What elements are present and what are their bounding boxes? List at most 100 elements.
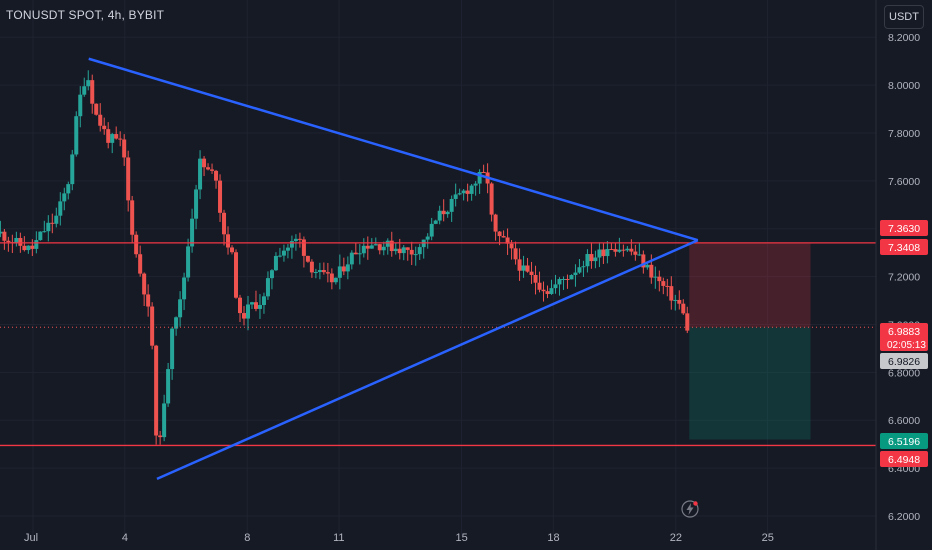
candle [98,103,103,132]
candle-body [54,215,59,224]
candle-body [329,273,334,283]
candle-body [625,248,630,251]
candle [641,250,646,274]
candle [561,276,566,290]
candle [465,183,470,202]
candle [313,268,318,279]
candle-body [385,240,390,247]
candle-body [94,103,99,115]
candle [397,238,402,260]
candle [597,242,602,268]
candle-body [393,248,398,252]
candle [505,228,510,255]
candle-body [437,210,442,221]
price-marker-label: 6.9826 [888,356,920,368]
flash-icon[interactable] [681,500,699,518]
candle-body [313,272,318,274]
candle-body [245,304,250,319]
candle-body [122,139,127,158]
candle [521,255,526,278]
candle [349,250,354,270]
candle [194,184,199,230]
candle [673,294,678,311]
candle-body [202,158,207,168]
candle [325,262,330,283]
currency-button[interactable]: USDT [884,5,924,29]
candle-body [194,189,199,219]
candle-body [677,299,682,304]
candle [26,245,31,254]
candle-body [477,171,482,184]
price-axis: 8.20008.00007.80007.60007.40007.20007.00… [875,0,932,550]
candle [577,259,582,274]
candle [102,117,107,135]
candle-body [110,134,115,143]
candle-body [142,273,147,295]
candle [114,126,119,140]
candle [345,256,350,280]
candle [541,281,546,302]
candle [389,231,394,257]
candle [2,228,7,250]
candle [126,150,131,212]
price-marker [880,220,928,236]
time-tick-label: 15 [456,532,468,544]
candle-body [497,231,502,237]
candle-body [565,278,570,280]
candle [533,265,538,295]
candle [605,241,610,264]
stop-zone [689,242,811,328]
candle-body [489,183,494,215]
candle [317,262,322,280]
candle-body [669,286,674,301]
candle-body [529,271,534,276]
candle-body [317,270,322,273]
candle-body [569,275,574,280]
time-tick-label: 18 [547,532,559,544]
candle-body [549,288,554,294]
candle-body [86,80,91,87]
candle-body [645,264,650,268]
candle [437,205,442,225]
candle-body [577,267,582,273]
candle [573,264,578,287]
candle [629,239,634,256]
candle-body [557,279,562,285]
candle-body [162,403,167,438]
time-tick-label: 22 [670,532,682,544]
candle-body [573,272,578,276]
candle [681,299,686,315]
candle-body [381,246,386,251]
candle [174,316,179,336]
candle [118,131,123,147]
time-tick-label: 25 [762,532,774,544]
candle-body [210,169,215,171]
candle-body [38,231,43,241]
candle-body [70,154,75,185]
candle-body [425,236,430,240]
candle [226,226,231,255]
candle-body [138,254,143,274]
candle-body [249,302,254,305]
price-marker [880,323,928,351]
candle-body [661,281,666,286]
candle-body [66,184,71,194]
candle [38,231,43,241]
candle-body [493,214,498,232]
time-tick-label: 8 [244,532,250,544]
candle [413,246,418,266]
candle [669,276,674,310]
candle [301,236,306,268]
candle [433,219,438,225]
candle [417,243,422,260]
candle [249,301,254,309]
candle [10,234,15,254]
candle [657,270,662,292]
candle [142,272,147,307]
candle-body [190,218,195,247]
candle [277,247,282,258]
candle-body [433,220,438,224]
candle-body [681,303,686,314]
candle-body [230,247,235,253]
